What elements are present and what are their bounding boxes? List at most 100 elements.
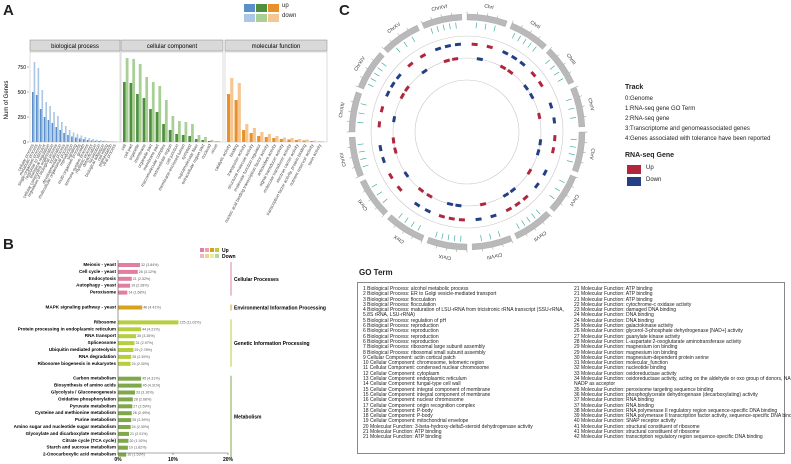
go-bar <box>164 100 168 142</box>
legend-cc-up-swatch <box>256 4 267 12</box>
pathway-bar <box>118 348 134 352</box>
gene-marker <box>548 102 554 109</box>
pathway-value-label: 26 (3.12%) <box>139 270 157 274</box>
chromosome-tick <box>497 15 499 19</box>
gene-marker <box>451 56 459 61</box>
go-term-item: 6 Biological Process: reproduction <box>363 323 439 330</box>
go-term-item: 11 Cellular Component: condensed nuclear… <box>363 365 490 372</box>
go-term-tick <box>570 117 577 119</box>
go-bar <box>252 128 256 142</box>
legend-up-swatch <box>210 248 214 252</box>
rnaseq-up-swatch <box>627 165 641 174</box>
go-term-item: 3 Biological Process: flocculation <box>363 296 436 303</box>
pathway-label: RNA transport <box>85 333 117 338</box>
pathway-value-label: 125 (11.02%) <box>180 320 201 324</box>
rnaseq-legend-title: RNA-seq Gene <box>625 152 675 159</box>
gene-marker <box>443 58 451 64</box>
pathway-label: Endocytosis <box>89 276 117 281</box>
group-label: Cellular Processes <box>234 277 279 283</box>
go-bar <box>55 127 58 142</box>
legend-mf-up-swatch <box>268 4 279 12</box>
go-bar <box>92 139 94 142</box>
legend-down-swatch <box>215 254 219 258</box>
go-term-item: 21 Molecular Function: ATP binding <box>574 286 653 292</box>
go-term-item: NADP as acceptor <box>574 381 616 388</box>
chromosome-tick <box>492 247 494 250</box>
pathway-bar <box>118 383 142 388</box>
chromosome-tick <box>440 14 442 17</box>
go-bar <box>287 139 291 142</box>
facet-panel <box>29 51 121 143</box>
go-bar <box>260 132 264 142</box>
go-term-item: 6 Biological Process: reproduction <box>363 328 439 335</box>
go-term-tick <box>545 59 551 64</box>
gene-marker <box>551 146 556 154</box>
go-term-item: 29 Molecular Function: magnesium ion bin… <box>574 349 678 356</box>
go-bar <box>171 116 175 142</box>
go-bar <box>188 136 192 142</box>
go-term-item: 21 Molecular Function: ATP binding <box>363 429 442 436</box>
circos-plot: ChrI ChrII ChrIII ChrIV ChrV ChrVI ChrVII ChrVI… <box>338 3 596 260</box>
gene-marker <box>392 115 397 123</box>
go-bar <box>158 86 162 142</box>
go-bar <box>75 137 77 142</box>
chromosome-label: ChrII <box>529 20 541 31</box>
go-term-item: 38 Molecular Function: RNA polymerase II… <box>574 407 778 414</box>
pathway-bar <box>118 269 138 274</box>
go-bar <box>35 95 38 142</box>
go-term-tick <box>411 36 416 43</box>
group-label: Metabolism <box>234 415 262 421</box>
go-bar <box>136 94 139 142</box>
gene-marker <box>553 135 557 142</box>
chromosome-ideogram <box>549 174 577 212</box>
go-term-tick <box>398 213 403 219</box>
gene-marker <box>438 214 446 219</box>
legend-up-swatch <box>205 248 209 252</box>
chromosome-tick <box>575 85 579 88</box>
pathway-bar <box>118 397 133 402</box>
go-bar <box>115 141 118 142</box>
go-term-tick <box>512 32 516 39</box>
go-bar <box>320 141 324 142</box>
go-term-tick <box>498 231 501 237</box>
pathway-value-label: 24 (2.30%) <box>132 362 150 366</box>
pathway-bar <box>118 431 129 436</box>
gene-marker <box>426 192 433 199</box>
pathway-bar <box>118 354 132 359</box>
pathway-bar <box>118 390 136 395</box>
gene-marker <box>399 92 406 100</box>
go-bar <box>317 141 321 142</box>
go-bar <box>104 140 106 142</box>
go-term-item: 21 Molecular Function: ATP binding <box>574 296 653 303</box>
pathway-bar <box>118 290 128 295</box>
go-bar <box>194 139 198 142</box>
pathway-value-label: 19 (2.28%) <box>131 284 149 288</box>
go-term-item: 6 Biological Process: reproduction <box>363 333 439 340</box>
facet-title: molecular function <box>252 44 301 50</box>
chromosome-label: ChrI <box>484 3 494 11</box>
go-term-tick <box>436 26 439 33</box>
go-term-tick <box>377 67 383 72</box>
chromosome-label: ChrX <box>392 233 405 245</box>
gene-marker <box>395 73 402 80</box>
go-bar <box>59 130 62 142</box>
pathway-label: Meiosis - yeast <box>83 262 116 267</box>
gene-marker <box>475 217 482 222</box>
pathway-label: Cysteine and methionine metabolism <box>35 410 116 415</box>
legend-bp-down-swatch <box>244 14 255 22</box>
legend-mf-down-swatch <box>268 14 279 22</box>
go-term-tick <box>441 233 444 240</box>
pathway-label: Glycolysis / Gluconeogenesis <box>51 390 117 395</box>
pathway-label: Amino sugar and nucleotide sugar metabol… <box>14 424 116 429</box>
go-term-tick <box>526 216 531 223</box>
panel-b-label: B <box>3 236 14 253</box>
pathway-value-label: 16 (1.53%) <box>127 453 145 457</box>
chromosome-tick <box>368 199 371 202</box>
pathway-label: Protein processing in endoplasmic reticu… <box>18 326 116 331</box>
gene-marker <box>519 60 526 67</box>
go-bar <box>207 141 211 142</box>
go-bar <box>64 126 67 142</box>
go-bar <box>84 137 87 142</box>
go-bar <box>41 90 44 142</box>
